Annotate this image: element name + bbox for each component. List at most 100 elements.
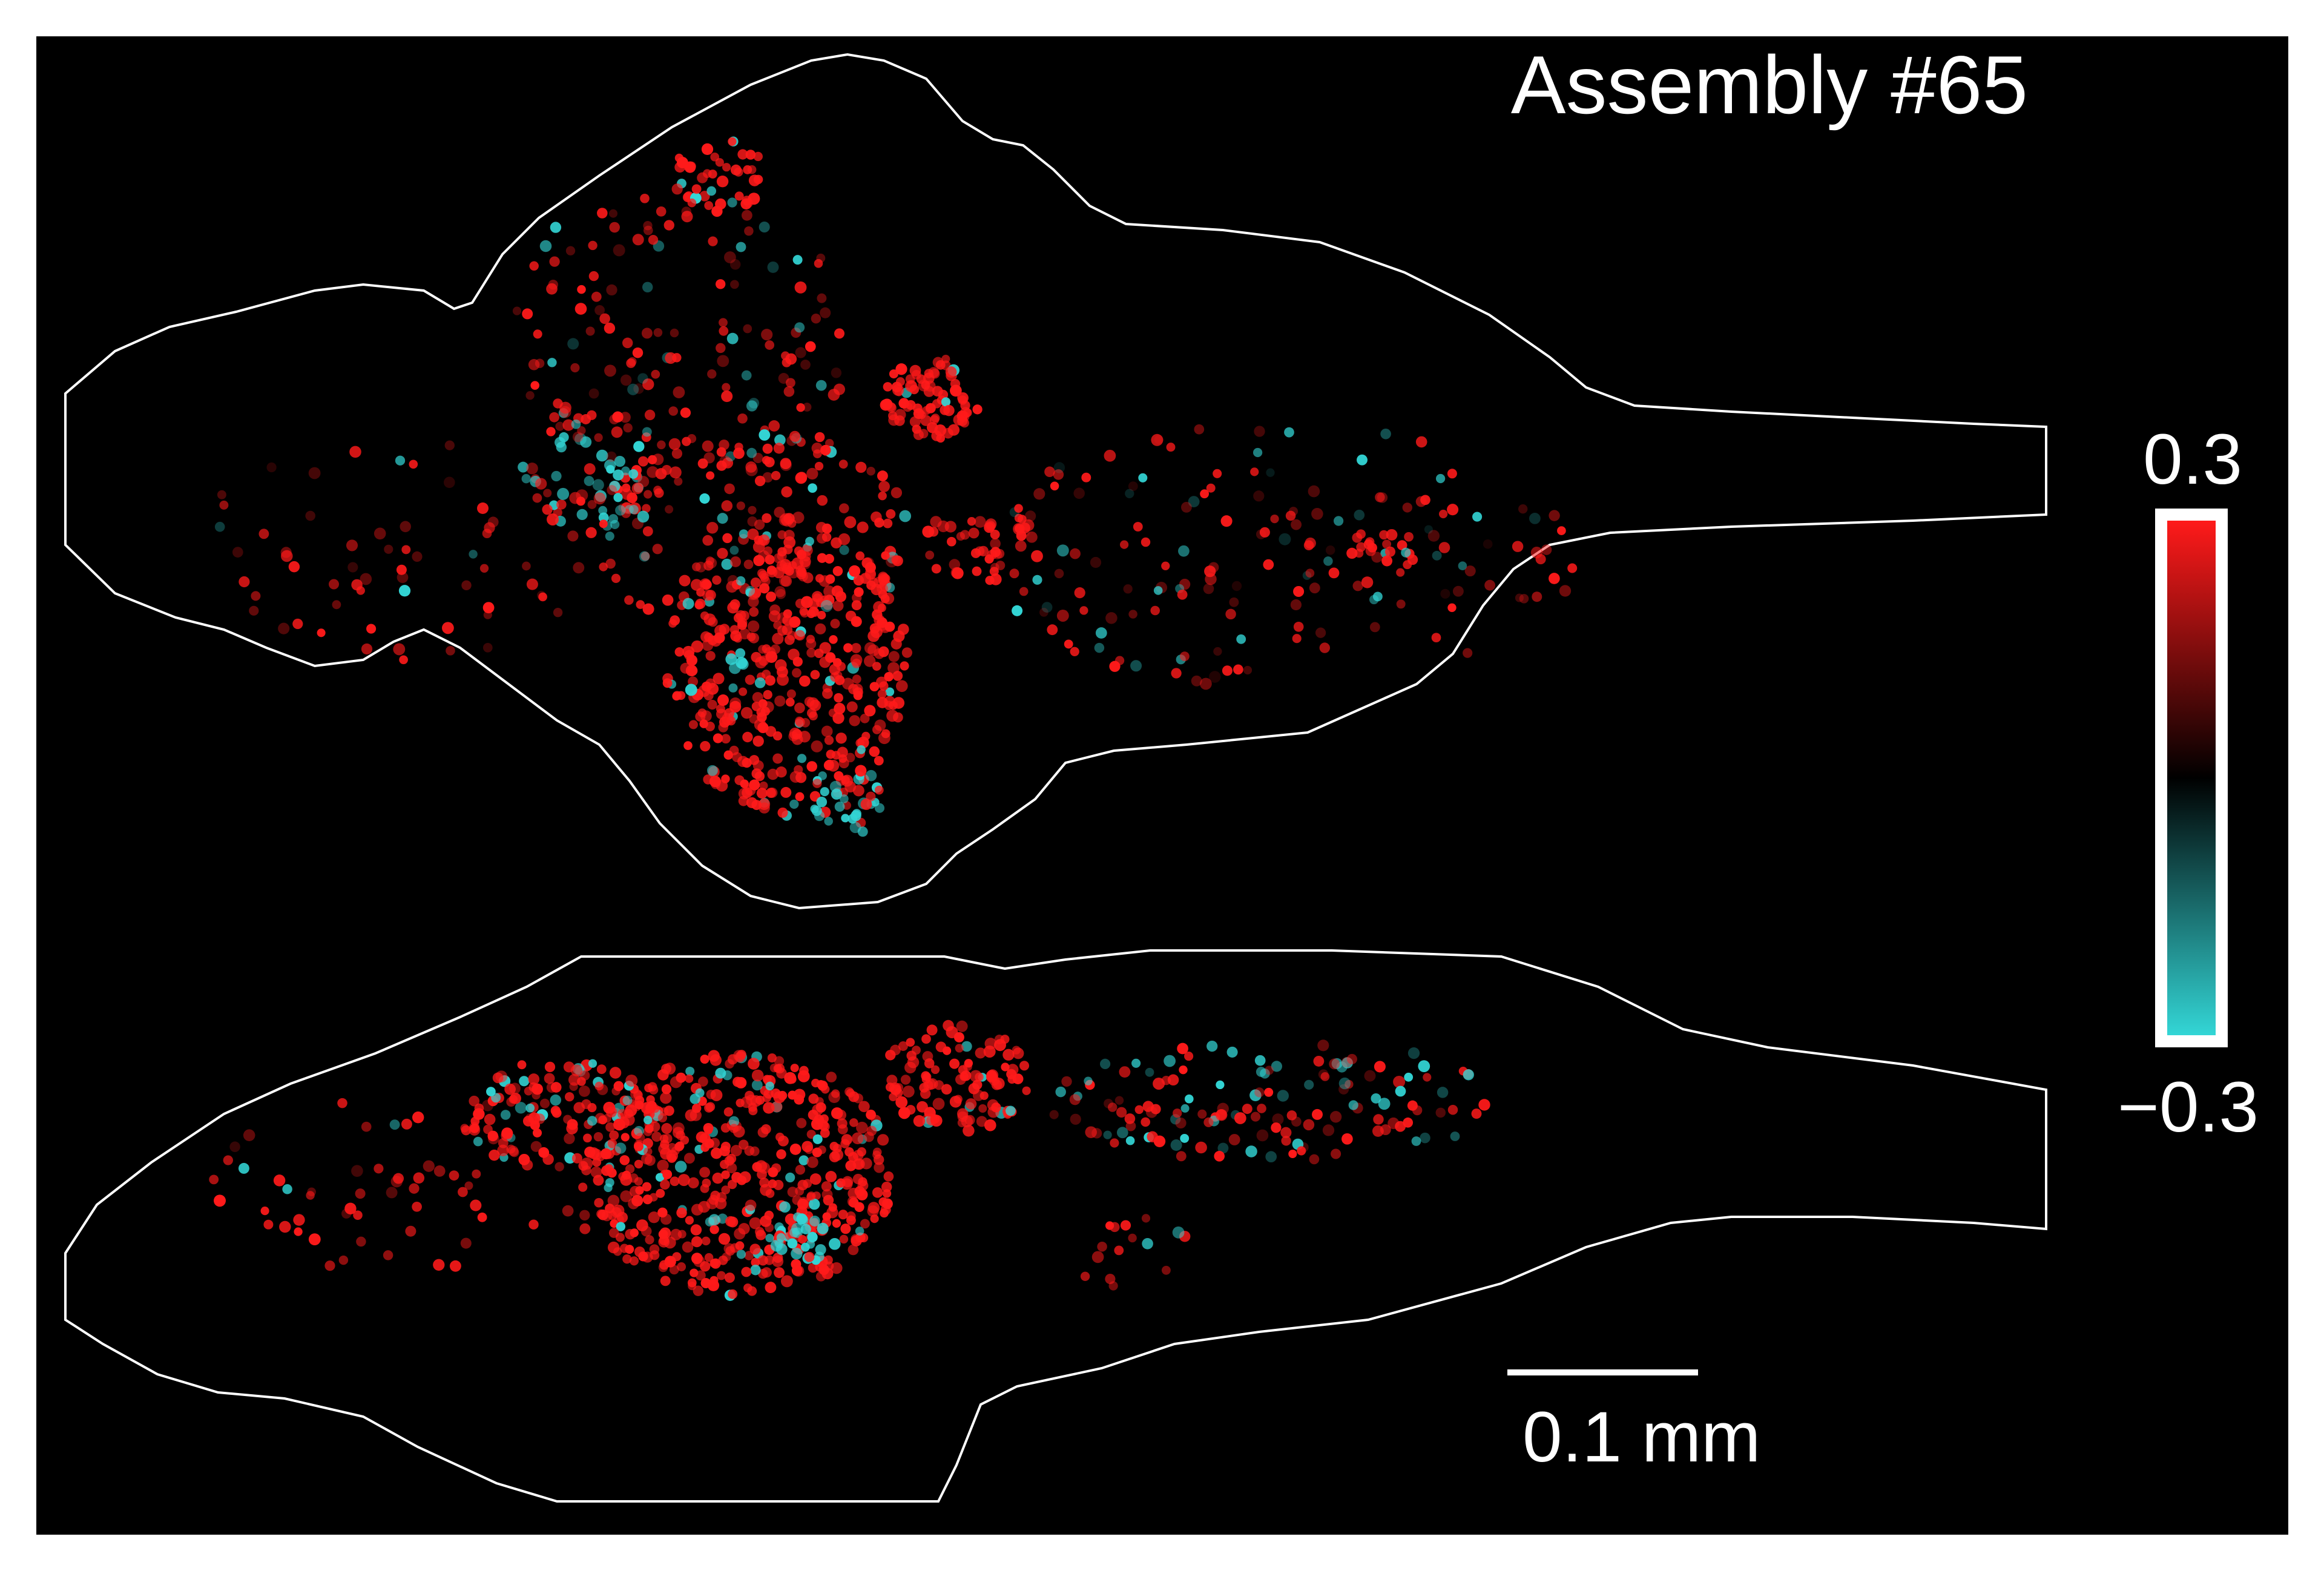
cell-point [446, 645, 455, 656]
cell-point [831, 585, 843, 598]
cell-point [1079, 606, 1088, 615]
cell-point [1007, 1064, 1019, 1076]
cell-point [720, 1123, 731, 1133]
cell-point [1094, 642, 1105, 653]
cell-point [1209, 671, 1221, 683]
cell-point [634, 1159, 644, 1169]
cell-point [949, 1096, 962, 1108]
cell-point [1559, 585, 1572, 597]
cell-point [1325, 545, 1335, 555]
cell-point [881, 551, 890, 560]
cell-point [413, 1172, 425, 1184]
cell-point [765, 1189, 775, 1198]
cell-point [642, 526, 653, 537]
cell-point [361, 1121, 372, 1132]
dorsal-cell-points [214, 136, 1578, 837]
cell-point [605, 558, 616, 569]
cell-point [750, 1095, 762, 1107]
cell-point [538, 592, 547, 602]
cell-point [722, 383, 731, 392]
cell-point [497, 1144, 509, 1157]
cell-point [1217, 1142, 1229, 1154]
cell-point [819, 642, 831, 654]
cell-point [742, 757, 752, 768]
cell-point [1114, 1096, 1124, 1105]
cell-point [732, 1125, 745, 1138]
cell-point [848, 1244, 859, 1256]
cell-point [1073, 487, 1085, 499]
cell-point [606, 451, 617, 462]
cell-point [1257, 1104, 1266, 1113]
cell-point [1026, 531, 1038, 543]
cell-point [895, 680, 908, 693]
cell-point [736, 1098, 745, 1107]
cell-point [761, 329, 773, 341]
cell-point [739, 529, 749, 539]
cell-point [744, 1251, 754, 1260]
cell-point [651, 369, 660, 379]
cell-point [1318, 1069, 1329, 1080]
cell-point [1256, 529, 1266, 539]
cell-point [605, 1177, 614, 1187]
cell-point [887, 662, 900, 674]
cell-point [609, 1130, 619, 1141]
cell-point [1123, 584, 1133, 594]
cell-point [725, 1246, 736, 1256]
cell-point [644, 1115, 653, 1125]
dorsal-brain-outline [64, 53, 2047, 910]
cell-point [1229, 597, 1239, 607]
cell-point [1197, 1109, 1207, 1119]
cell-point [1234, 1112, 1246, 1124]
cell-point [704, 201, 714, 210]
cell-point [817, 1222, 829, 1234]
cell-point [956, 1108, 969, 1120]
cell-point [872, 1187, 883, 1198]
cell-point [470, 1124, 479, 1133]
cell-point [874, 518, 884, 528]
cell-point [1012, 1046, 1021, 1055]
cell-point [636, 600, 645, 609]
cell-point [913, 1115, 926, 1127]
cell-point [946, 536, 956, 547]
cell-point [597, 208, 608, 219]
cell-point [812, 593, 822, 602]
cell-point [838, 1210, 848, 1220]
scale-bar-label: 0.1 mm [1522, 1397, 1761, 1477]
cell-point [686, 654, 698, 666]
cell-point [771, 1163, 782, 1173]
cell-point [829, 780, 841, 792]
cell-point [774, 507, 785, 518]
cell-point [579, 1210, 590, 1220]
cell-point [1145, 1067, 1154, 1077]
cell-point [706, 186, 717, 196]
cell-point [1119, 1066, 1131, 1078]
cell-point [547, 513, 559, 525]
cell-point [1000, 1035, 1010, 1044]
cell-point [681, 206, 692, 217]
figure-title: Assembly #65 [1510, 39, 2028, 131]
cell-point [609, 481, 621, 492]
cell-point [622, 337, 633, 349]
cell-point [712, 1172, 723, 1184]
cell-point [279, 1220, 291, 1233]
cell-point [872, 725, 882, 734]
cell-point [783, 530, 795, 541]
cell-point [393, 1173, 404, 1184]
cell-point [1464, 565, 1476, 577]
cell-point [886, 555, 898, 568]
cell-point [728, 137, 737, 146]
colorbar-min-label: −0.3 [2118, 1067, 2259, 1147]
cell-point [1291, 519, 1302, 530]
cell-point [1243, 665, 1253, 675]
cell-point [828, 708, 838, 717]
cell-point [759, 221, 770, 233]
cell-point [1199, 677, 1212, 690]
cell-point [1222, 665, 1233, 676]
cell-point [876, 676, 887, 688]
cell-point [1214, 1150, 1225, 1162]
cell-point [748, 174, 761, 186]
cell-point [792, 1195, 802, 1205]
cell-point [532, 1128, 542, 1138]
cell-point [741, 370, 752, 381]
cell-point [1404, 532, 1414, 542]
